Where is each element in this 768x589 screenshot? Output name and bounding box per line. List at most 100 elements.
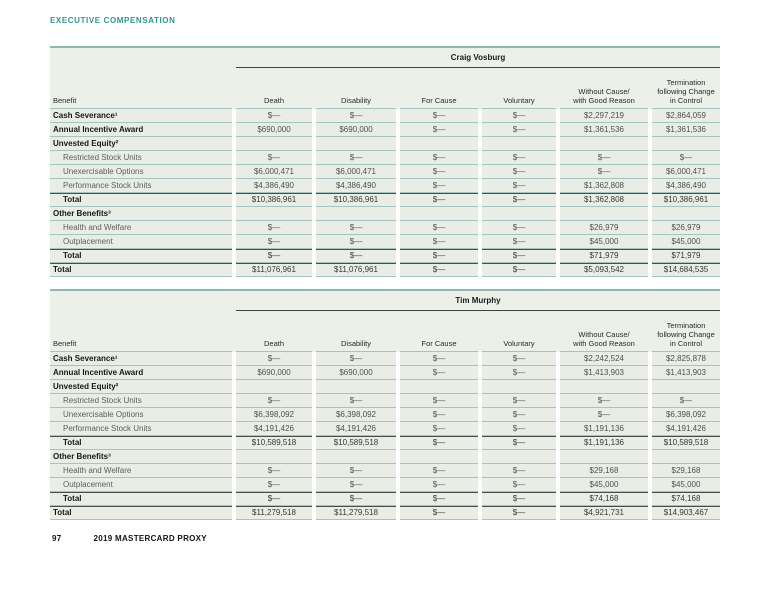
value-cell [652,450,720,464]
table-row: Unvested Equity² [50,137,720,151]
value-cell: $1,191,136 [560,422,648,436]
value-cell: $— [400,193,478,207]
benefit-label: Total [50,249,232,263]
value-cell: $— [236,151,312,165]
value-cell: $— [400,394,478,408]
value-cell [236,137,312,151]
page-title: EXECUTIVE COMPENSATION [50,16,176,25]
value-cell: $— [482,492,556,506]
value-cell: $6,000,471 [316,165,396,179]
value-cell [560,450,648,464]
value-cell: $— [400,436,478,450]
value-cell: $690,000 [236,366,312,380]
value-cell: $1,191,136 [560,436,648,450]
value-cell [560,380,648,394]
value-cell: $— [482,478,556,492]
footer-label: 2019 MASTERCARD PROXY [93,534,207,543]
table-row: Health and Welfare $— $— $— $— $26,979 $26,979 [50,221,720,235]
value-cell: $— [400,235,478,249]
value-cell: $6,398,092 [316,408,396,422]
value-cell: $— [482,263,556,277]
table-row: Total $10,386,961 $10,386,961 $— $— $1,362,80… [50,193,720,207]
value-cell: $— [482,422,556,436]
table-body: Cash Severance¹ $— $— $— $— $2,297,219 $2,864,… [50,109,720,277]
value-cell: $— [400,506,478,520]
value-cell: $— [236,221,312,235]
value-cell: $4,191,426 [236,422,312,436]
proxy-page: EXECUTIVE COMPENSATION Craig Vosburg Ben… [50,16,720,543]
value-cell: $— [400,366,478,380]
value-cell: $— [316,478,396,492]
value-cell: $10,386,961 [316,193,396,207]
value-cell: $10,589,518 [652,436,720,450]
value-cell: $11,279,518 [316,506,396,520]
value-cell: $14,903,467 [652,506,720,520]
table-row: Other Benefits³ [50,207,720,221]
value-cell: $— [652,394,720,408]
value-cell: $10,386,961 [236,193,312,207]
value-cell: $6,398,092 [652,408,720,422]
benefit-label: Outplacement [50,235,232,249]
value-cell: $— [482,464,556,478]
benefit-label: Annual Incentive Award [50,123,232,137]
value-cell: $— [400,151,478,165]
value-cell: $— [400,492,478,506]
value-cell [482,450,556,464]
value-cell: $— [482,506,556,520]
value-cell [482,380,556,394]
value-cell: $— [316,235,396,249]
value-cell: $— [482,352,556,366]
value-cell: $— [560,165,648,179]
benefit-label: Unexercisable Options [50,408,232,422]
value-cell: $4,191,426 [652,422,720,436]
column-header-for-cause: For Cause [400,70,478,109]
value-cell: $11,279,518 [236,506,312,520]
value-cell [316,450,396,464]
column-header-benefit: Benefit [50,313,232,352]
column-header-voluntary: Voluntary [482,313,556,352]
value-cell: $1,362,808 [560,179,648,193]
value-cell: $— [236,478,312,492]
value-cell: $— [400,422,478,436]
table-header: Craig Vosburg Benefit Death Disability F… [50,46,720,109]
benefit-label: Total [50,193,232,207]
value-cell: $26,979 [652,221,720,235]
value-cell: $— [482,235,556,249]
value-cell: $— [236,492,312,506]
value-cell: $14,684,535 [652,263,720,277]
value-cell: $10,386,961 [652,193,720,207]
value-cell: $— [482,436,556,450]
value-cell: $11,076,961 [316,263,396,277]
value-cell [236,207,312,221]
value-cell: $— [560,408,648,422]
table-row: Performance Stock Units $4,191,426 $4,191,… [50,422,720,436]
value-cell: $— [482,151,556,165]
value-cell: $— [236,394,312,408]
column-header-change-in-control: Termination following Change in Control [652,70,720,109]
table-row: Unexercisable Options $6,000,471 $6,000,47… [50,165,720,179]
value-cell: $— [482,109,556,123]
benefit-label: Total [50,263,232,277]
value-cell: $— [560,394,648,408]
table-row: Outplacement $— $— $— $— $45,000 $45,000 [50,478,720,492]
value-cell: $10,589,518 [236,436,312,450]
benefit-label: Health and Welfare [50,464,232,478]
value-cell: $— [236,109,312,123]
value-cell: $— [482,408,556,422]
table-body: Cash Severance¹ $— $— $— $— $2,242,524 $2,825,… [50,352,720,520]
benefit-label: Health and Welfare [50,221,232,235]
value-cell [652,137,720,151]
value-cell [560,207,648,221]
column-header-without-cause: Without Cause/ with Good Reason [560,70,648,109]
person-name-row: Tim Murphy [50,291,720,311]
column-header-change-in-control: Termination following Change in Control [652,313,720,352]
value-cell: $1,361,536 [652,123,720,137]
table-row: Restricted Stock Units $— $— $— $— $— $— [50,151,720,165]
value-cell: $— [316,464,396,478]
value-cell: $2,825,878 [652,352,720,366]
value-cell: $— [400,478,478,492]
column-header-disability: Disability [316,313,396,352]
value-cell [652,207,720,221]
compensation-table-craig-vosburg: Craig Vosburg Benefit Death Disability F… [50,46,720,277]
value-cell: $— [236,464,312,478]
